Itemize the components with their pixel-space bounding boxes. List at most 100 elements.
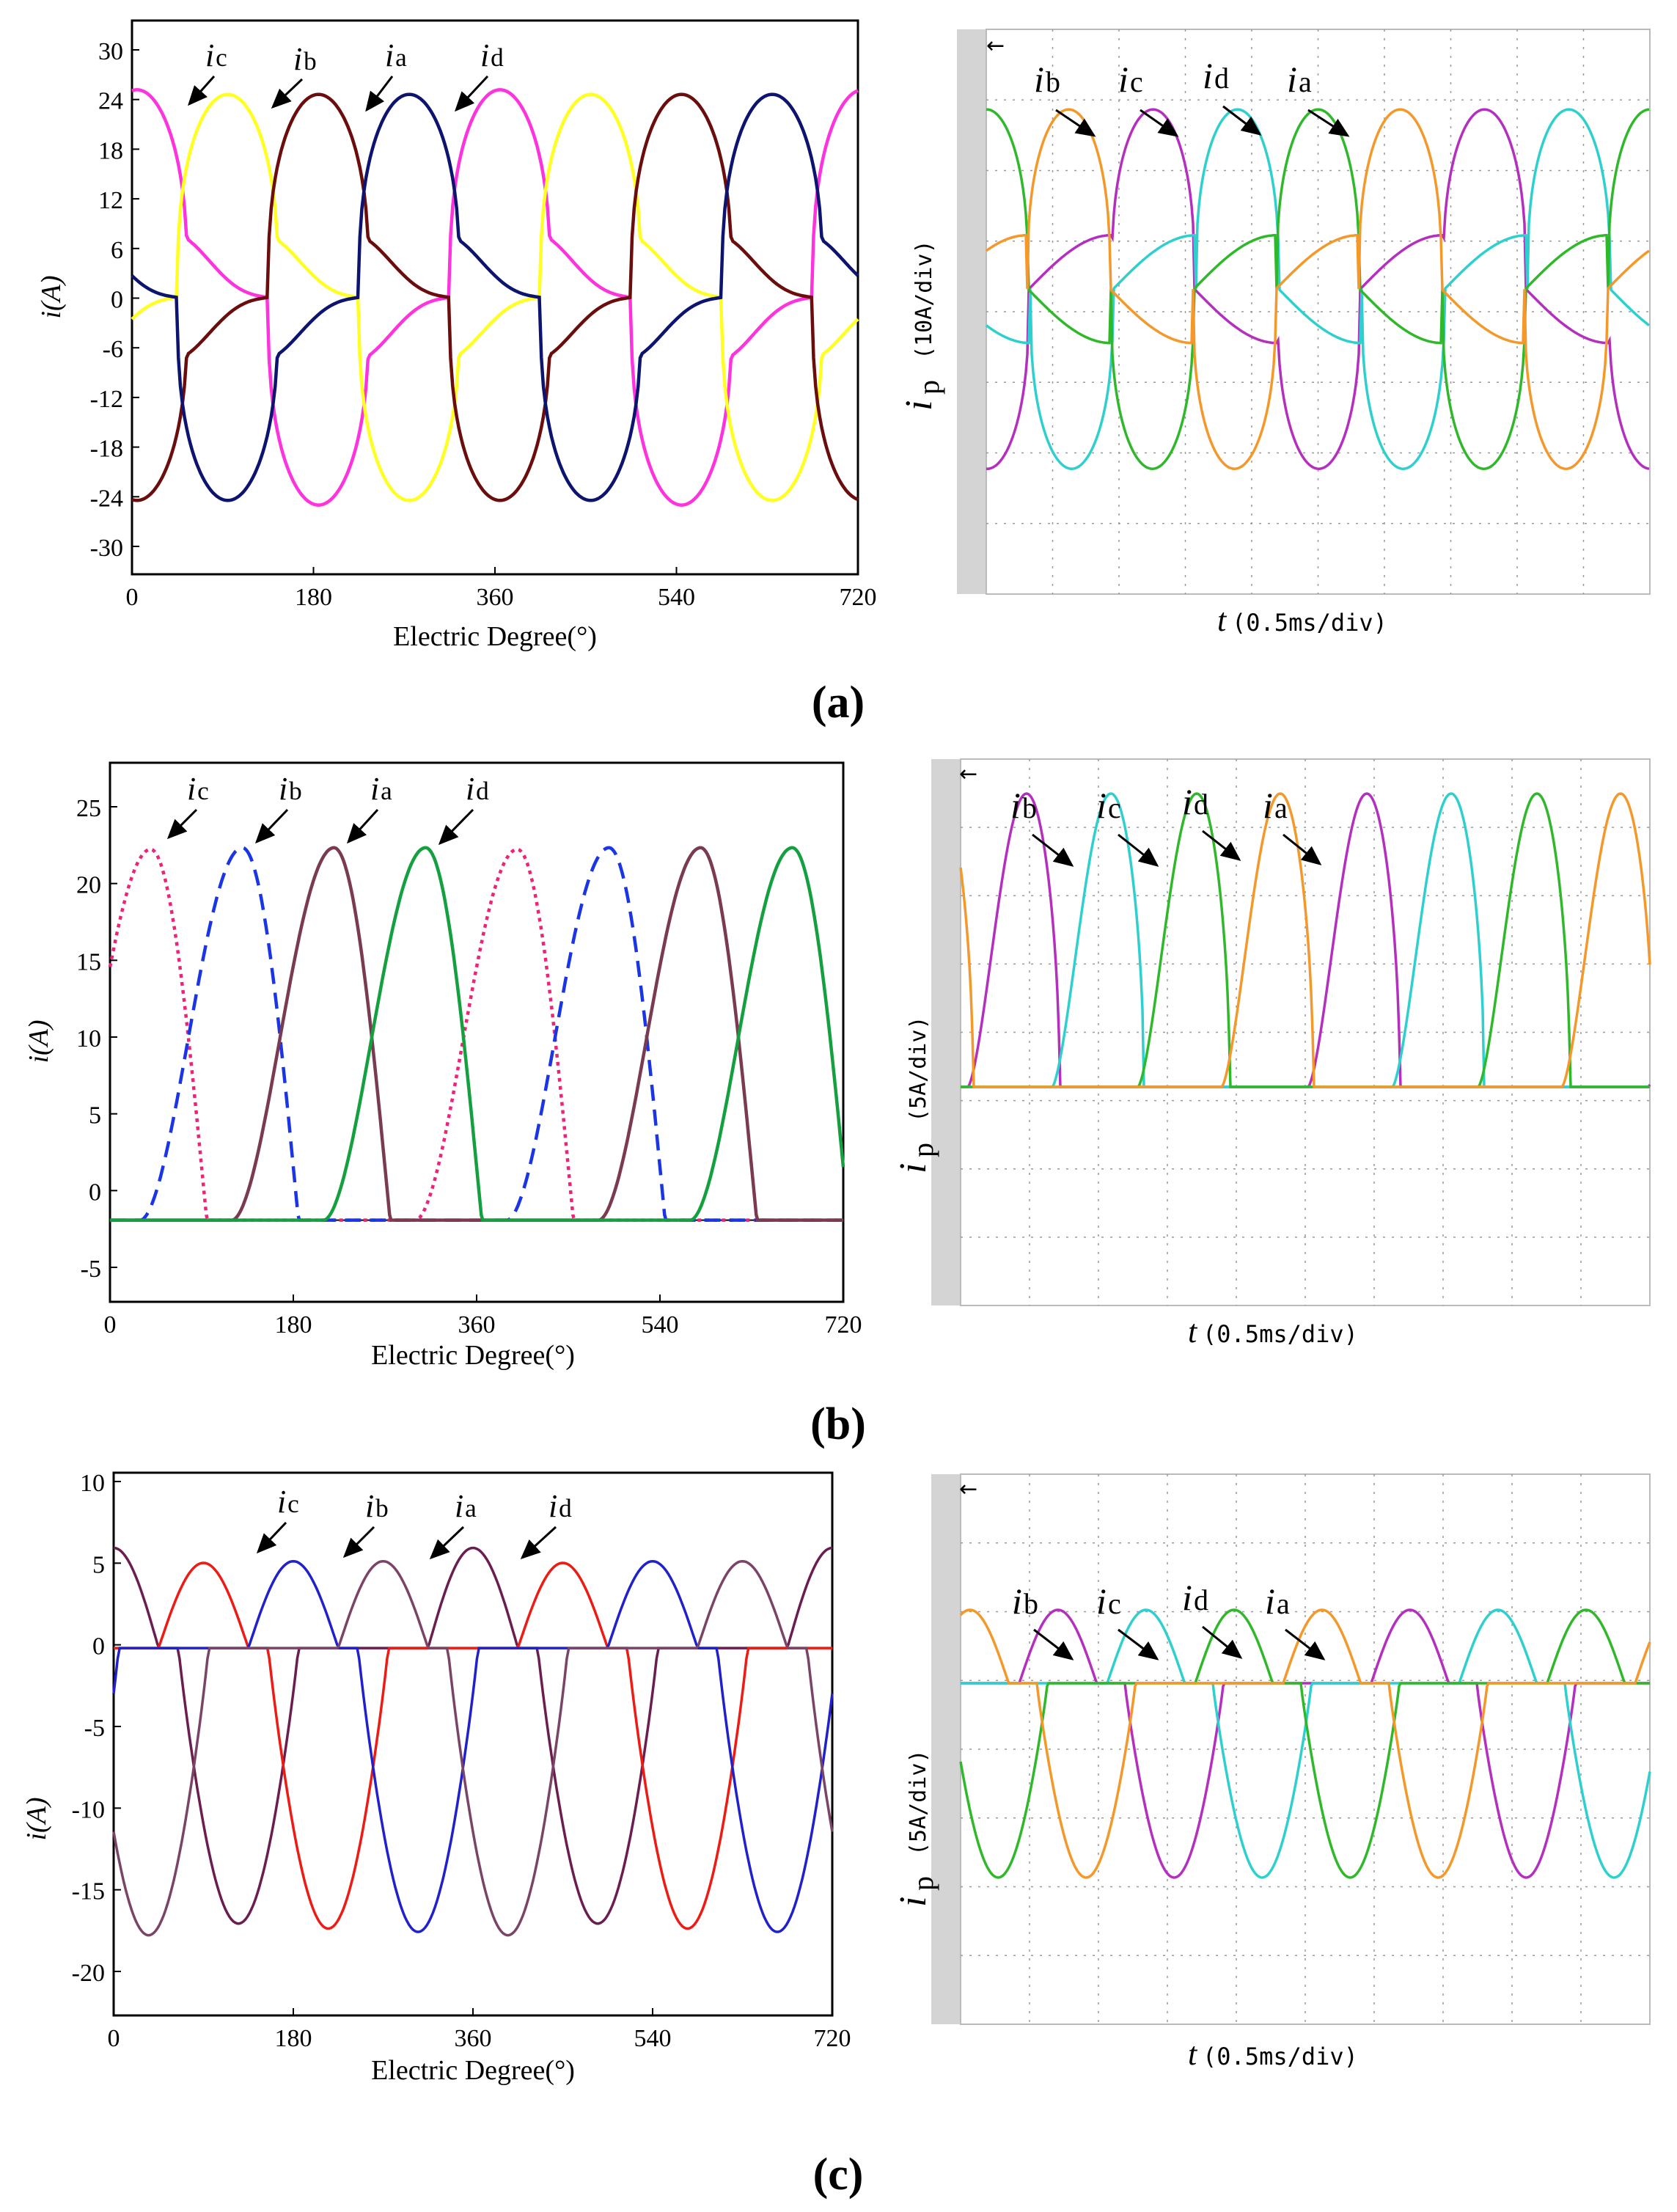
annotation-symbol: i: [466, 771, 474, 807]
x-tick-label: 360: [458, 1311, 496, 1338]
annotation-symbol: i: [187, 771, 196, 807]
scope-x-sym: t: [1188, 1314, 1198, 1349]
series-id: [112, 1559, 834, 1937]
annotation-subscript: d: [1194, 788, 1208, 821]
y-tick-label: -20: [72, 1960, 105, 1987]
y-tick-label: 0: [92, 1633, 105, 1660]
y-axis-label: i(A): [23, 1019, 54, 1063]
annotation-arrow: [438, 808, 474, 846]
y-tick-label: 18: [98, 137, 123, 164]
trace-3: [959, 1608, 1651, 1879]
y-axis-label: i(A): [21, 1797, 52, 1840]
annotation-arrow: [1033, 1628, 1074, 1660]
scope-x-label: t (0.5ms/div): [1188, 1314, 1358, 1349]
annotation-subscript: c: [1108, 1587, 1121, 1620]
annotation-arrow: [1307, 109, 1350, 137]
annotation-symbol: i: [1012, 1581, 1022, 1622]
y-tick-label: 5: [92, 1551, 105, 1578]
annotation-subscript: b: [1022, 791, 1037, 824]
scope-left-bar: [957, 29, 986, 594]
x-tick-label: 180: [275, 1311, 312, 1338]
scope-y-unit: (10A/div): [911, 240, 937, 359]
panel-label-b: (b): [810, 1399, 866, 1449]
annotation-symbol: i: [1263, 785, 1273, 826]
annotation-subscript: c: [1108, 791, 1121, 824]
series-ic: [108, 847, 843, 1222]
annotation-symbol: i: [1203, 55, 1213, 96]
annotation-subscript: a: [1299, 65, 1312, 98]
annotation-symbol: i: [1182, 781, 1192, 822]
annotation-arrow: [256, 1521, 287, 1554]
y-tick-label: 10: [80, 1470, 105, 1497]
y-tick-label: -18: [90, 436, 123, 463]
plot-frame: [112, 1471, 834, 2017]
annotation-symbol: i: [277, 1484, 286, 1520]
scope-y-label: i p (5A/div): [892, 1750, 939, 1908]
scope-y-label: i p (10A/div): [898, 240, 945, 411]
annotation-subscript: d: [476, 777, 489, 805]
annotation-subscript: d: [491, 43, 504, 72]
curves: [131, 88, 859, 507]
scope-marker-icon: ←: [959, 1476, 977, 1502]
annotation-symbol: i: [548, 1488, 557, 1524]
annotation-subscript: d: [1214, 62, 1229, 95]
y-tick-label: -10: [72, 1796, 105, 1823]
scope-traces: [959, 1608, 1651, 1879]
scope-y-unit: (5A/div): [906, 1750, 931, 1856]
annotation-arrow: [1118, 833, 1159, 867]
scope-left-bar: [931, 759, 961, 1305]
y-tick-label: -30: [90, 535, 123, 562]
trace-0: [961, 1608, 1650, 1879]
plot-frame: [131, 19, 859, 576]
annotation-symbol: i: [279, 771, 287, 807]
annotation-symbol: i: [1096, 1581, 1107, 1622]
annotation-symbol: i: [1118, 59, 1129, 100]
annotation-arrow: [1055, 109, 1096, 137]
annotation-subscript: b: [1024, 1587, 1038, 1620]
curves: [112, 1546, 834, 1937]
x-tick-label: 720: [840, 584, 877, 611]
y-tick-label: -12: [90, 386, 123, 413]
x-tick-label: 540: [658, 584, 695, 611]
annotation-symbol: i: [1096, 785, 1107, 826]
x-tick-label: 540: [642, 1311, 679, 1338]
annotation-arrow: [1140, 109, 1179, 137]
y-ticks: 10 5 0 -5 -10 -15 -20: [72, 1470, 121, 1987]
annotation-arrow: [1032, 833, 1074, 867]
series-ib: [114, 1561, 832, 1930]
scope-y-unit: (5A/div): [906, 1017, 931, 1123]
y-tick-label: 15: [76, 948, 101, 975]
y-axis-label: i(A): [36, 275, 67, 318]
scope-y-sub: p: [912, 380, 945, 395]
annotation-arrow: [365, 76, 394, 112]
annotation-arrow: [346, 808, 379, 844]
annotation-arrow: [1222, 105, 1262, 136]
series-ic: [131, 88, 859, 507]
x-tick-label: 360: [455, 2025, 492, 2052]
y-tick-label: 25: [76, 795, 101, 822]
trace-3: [985, 108, 1651, 470]
annotation-subscript: c: [1130, 65, 1143, 98]
annotation-symbol: i: [205, 37, 214, 73]
annotation-arrow: [454, 75, 489, 112]
trace-0: [986, 108, 1650, 470]
y-tick-label: 10: [76, 1025, 101, 1052]
annotation-subscript: c: [216, 43, 227, 72]
